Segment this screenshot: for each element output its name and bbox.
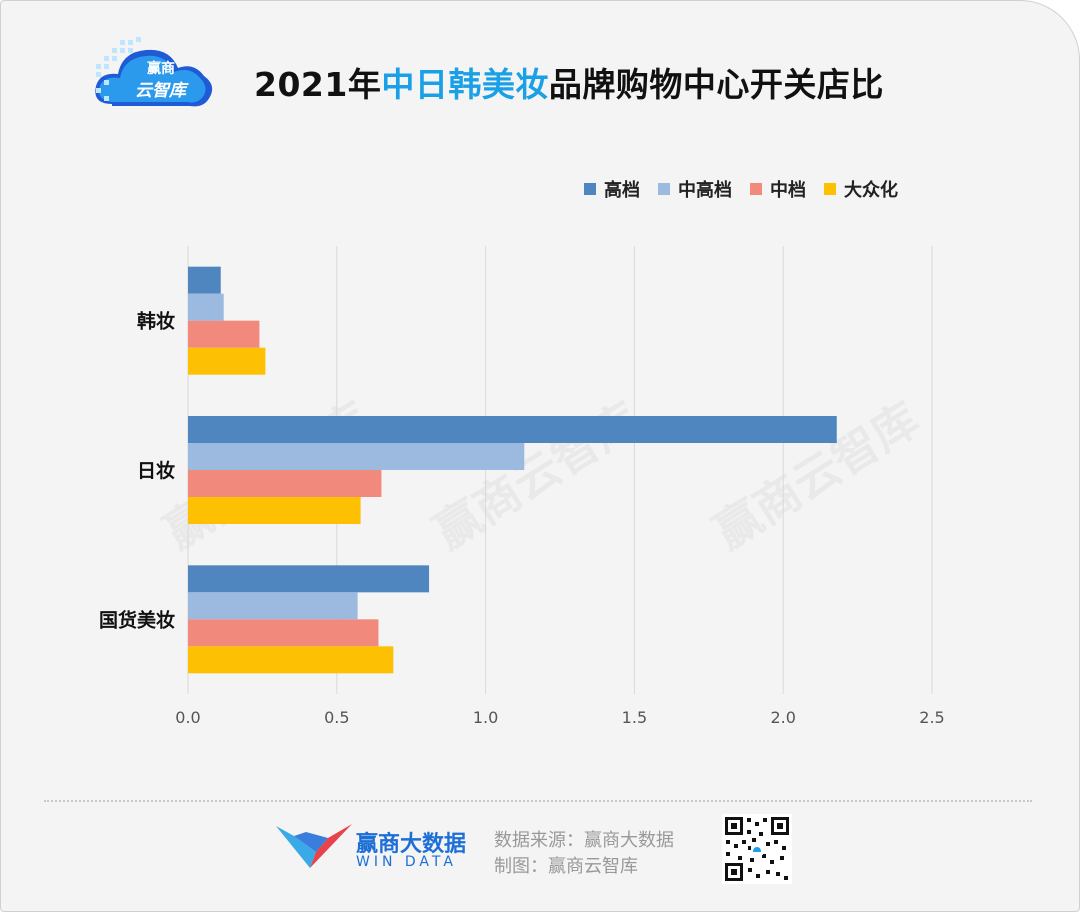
category-label: 国货美妆 [99,608,175,631]
legend-swatch-icon [584,183,596,195]
qr-code-icon [722,814,792,884]
bar [188,497,361,524]
legend-item-mid: 中档 [750,176,806,202]
page-title: 2021年中日韩美妆品牌购物中心开关店比 [254,58,884,106]
footer-brand: 赢商大数据 [356,832,467,857]
bar [188,443,525,470]
bar [188,416,837,443]
bar [188,320,260,348]
x-tick-label: 1.5 [622,708,647,727]
bar [188,293,224,321]
cloud-logo-icon [95,37,213,107]
win-data-logo-icon [276,824,352,868]
title-highlight: 中日韩美妆 [381,65,549,104]
legend-swatch-icon [658,183,670,195]
logo-text-top: 赢商 [147,61,175,77]
x-tick-label: 2.5 [919,708,944,727]
chart-maker: 制图：赢商云智库 [494,856,638,877]
title-suffix: 品牌购物中心开关店比 [548,65,884,104]
bar [188,565,430,593]
title-prefix: 2021年 [254,65,382,104]
logo-text-bottom: 云智库 [135,81,186,101]
category-label: 韩妆 [137,310,175,333]
x-tick-label: 0.5 [324,708,349,727]
bar [188,619,379,647]
legend-swatch-icon [750,183,762,195]
x-tick-label: 0.0 [175,708,200,727]
bar [188,266,221,294]
legend-swatch-icon [824,183,836,195]
legend-item-mid-high: 中高档 [658,176,732,202]
x-tick-label: 1.0 [473,708,498,727]
bar [188,470,382,497]
legend-label: 高档 [604,180,640,201]
legend-label: 大众化 [844,180,898,201]
x-tick-label: 2.0 [770,708,795,727]
bar [188,592,358,620]
legend-label: 中高档 [678,180,732,201]
chart-legend: 高档 中高档 中档 大众化 [584,176,898,202]
footer-brand-en: WIN DATA [356,854,457,870]
legend-item-mass: 大众化 [824,176,898,202]
bar [188,347,266,375]
bar [188,646,394,674]
footer-divider [44,800,1032,802]
legend-label: 中档 [770,180,806,201]
data-source: 数据来源：赢商大数据 [494,830,674,851]
category-label: 日妆 [137,459,175,482]
legend-item-high: 高档 [584,176,640,202]
